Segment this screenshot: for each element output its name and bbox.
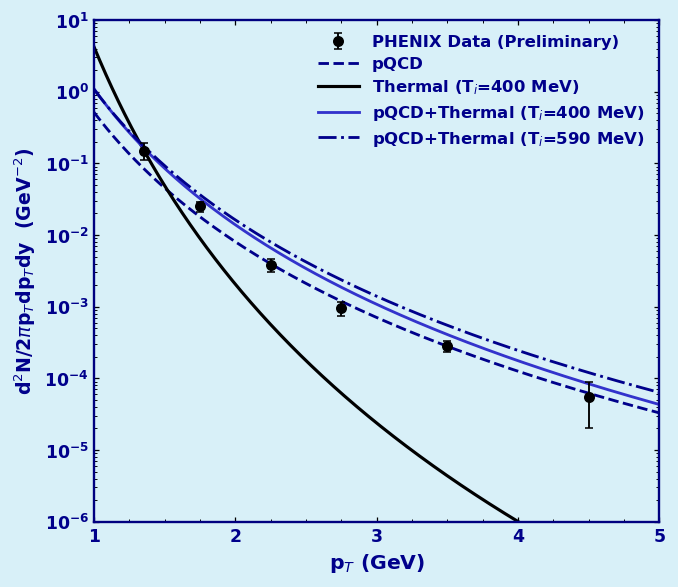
pQCD+Thermal (T$_i$=590 MeV) bbox=[148, 151, 156, 158]
X-axis label: p$_T$ (GeV): p$_T$ (GeV) bbox=[329, 551, 425, 575]
Y-axis label: d$^2$N/2$\pi$p$_T$dp$_T$dy  (GeV$^{-2}$): d$^2$N/2$\pi$p$_T$dp$_T$dy (GeV$^{-2}$) bbox=[13, 148, 38, 394]
pQCD+Thermal (T$_i$=590 MeV) bbox=[339, 278, 347, 285]
Thermal (T$_i$=400 MeV) bbox=[531, 528, 539, 535]
Line: pQCD: pQCD bbox=[94, 113, 660, 413]
pQCD bbox=[656, 410, 664, 417]
pQCD+Thermal (T$_i$=400 MeV) bbox=[339, 285, 347, 292]
pQCD bbox=[319, 289, 327, 296]
pQCD+Thermal (T$_i$=590 MeV) bbox=[656, 389, 664, 396]
pQCD+Thermal (T$_i$=590 MeV) bbox=[541, 356, 549, 363]
Thermal (T$_i$=400 MeV) bbox=[90, 44, 98, 51]
pQCD+Thermal (T$_i$=400 MeV) bbox=[656, 401, 664, 408]
pQCD bbox=[339, 299, 347, 306]
Thermal (T$_i$=400 MeV) bbox=[339, 392, 347, 399]
pQCD+Thermal (T$_i$=400 MeV) bbox=[531, 363, 539, 370]
Thermal (T$_i$=400 MeV) bbox=[478, 496, 486, 503]
pQCD+Thermal (T$_i$=590 MeV) bbox=[478, 335, 486, 342]
pQCD bbox=[531, 373, 539, 380]
pQCD bbox=[478, 356, 486, 363]
Thermal (T$_i$=400 MeV) bbox=[319, 373, 327, 380]
Line: Thermal (T$_i$=400 MeV): Thermal (T$_i$=400 MeV) bbox=[94, 48, 660, 587]
Thermal (T$_i$=400 MeV) bbox=[541, 534, 549, 541]
pQCD bbox=[148, 173, 156, 180]
pQCD+Thermal (T$_i$=400 MeV) bbox=[541, 367, 549, 374]
pQCD+Thermal (T$_i$=400 MeV) bbox=[90, 86, 98, 93]
Legend: PHENIX Data (Preliminary), pQCD, Thermal (T$_i$=400 MeV), pQCD+Thermal (T$_i$=40: PHENIX Data (Preliminary), pQCD, Thermal… bbox=[311, 29, 651, 155]
pQCD+Thermal (T$_i$=400 MeV) bbox=[478, 345, 486, 352]
Line: pQCD+Thermal (T$_i$=400 MeV): pQCD+Thermal (T$_i$=400 MeV) bbox=[94, 89, 660, 404]
pQCD+Thermal (T$_i$=590 MeV) bbox=[90, 86, 98, 93]
Line: pQCD+Thermal (T$_i$=590 MeV): pQCD+Thermal (T$_i$=590 MeV) bbox=[94, 90, 660, 393]
pQCD+Thermal (T$_i$=400 MeV) bbox=[148, 153, 156, 160]
pQCD+Thermal (T$_i$=400 MeV) bbox=[319, 274, 327, 281]
pQCD bbox=[541, 377, 549, 384]
Thermal (T$_i$=400 MeV) bbox=[148, 161, 156, 168]
pQCD+Thermal (T$_i$=590 MeV) bbox=[531, 353, 539, 360]
pQCD bbox=[90, 109, 98, 116]
pQCD+Thermal (T$_i$=590 MeV) bbox=[319, 268, 327, 275]
